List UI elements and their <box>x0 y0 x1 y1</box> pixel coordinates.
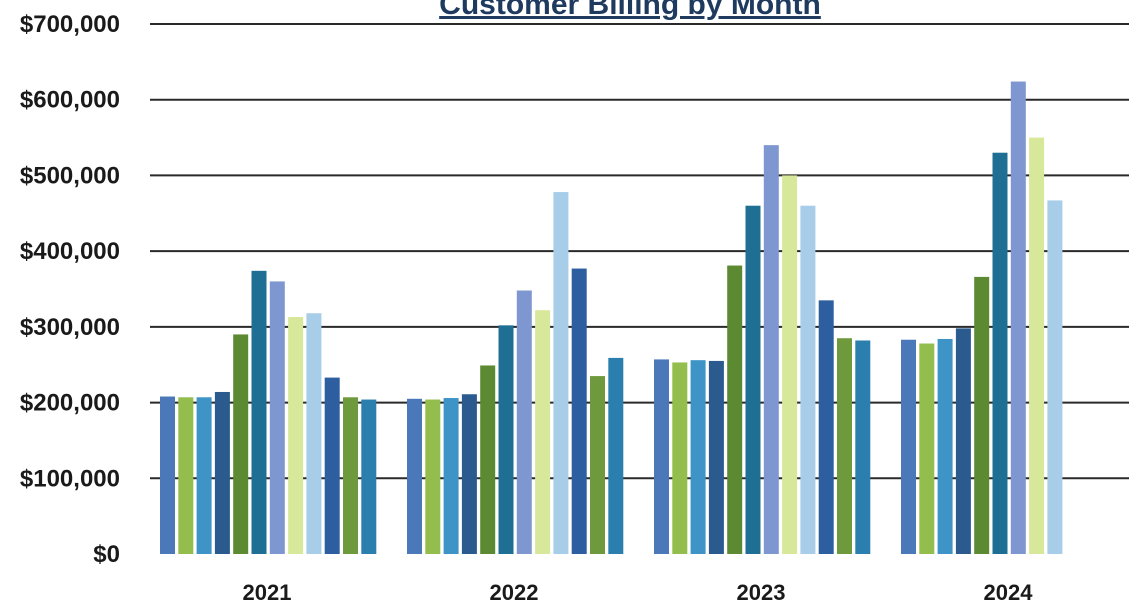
bar-2023-6 <box>745 205 761 554</box>
bar-2024-4 <box>955 328 971 554</box>
y-tick-label: $0 <box>93 541 120 568</box>
bar-2021-10 <box>324 377 340 554</box>
bar-2022-6 <box>498 325 514 554</box>
y-tick-label: $600,000 <box>20 87 120 114</box>
bar-2022-1 <box>407 398 422 554</box>
bar-2021-4 <box>214 391 230 554</box>
bar-2023-4 <box>708 360 724 554</box>
bar-2021-8 <box>288 317 304 554</box>
bar-2021-7 <box>269 281 285 554</box>
x-axis-ticks: 2021 2022 2023 2024 <box>243 580 1034 605</box>
bar-2021-2 <box>178 397 194 554</box>
bar-2021-11 <box>343 397 358 554</box>
bar-2022-8 <box>535 310 551 554</box>
y-tick-label: $200,000 <box>20 390 120 417</box>
bar-2023-10 <box>818 300 834 554</box>
bar-2024-9 <box>1047 200 1063 554</box>
bar-2022-7 <box>516 290 532 554</box>
bar-2023-11 <box>837 338 852 554</box>
bar-2023-1 <box>654 359 669 554</box>
bar-2021-1 <box>160 396 175 554</box>
bar-2021-12 <box>361 399 377 554</box>
y-tick-label: $500,000 <box>20 162 120 189</box>
chart-title: Customer Billing by Month <box>439 0 821 21</box>
y-axis-ticks: $0 $100,000 $200,000 $300,000 $400,000 $500,0… <box>20 11 120 568</box>
bars <box>160 81 1063 555</box>
bar-2021-6 <box>251 270 267 554</box>
y-tick-label: $100,000 <box>20 465 120 492</box>
bar-2024-2 <box>919 343 935 554</box>
bar-2024-8 <box>1029 137 1045 555</box>
bar-2024-5 <box>974 276 990 554</box>
bar-2023-3 <box>690 360 706 554</box>
bar-2021-5 <box>233 334 249 554</box>
x-tick-label: 2024 <box>984 580 1034 605</box>
bar-2023-9 <box>800 205 816 554</box>
bar-2023-2 <box>672 362 688 554</box>
bar-2024-3 <box>937 338 953 554</box>
x-tick-label: 2022 <box>490 580 539 605</box>
bar-2022-12 <box>608 357 624 554</box>
bar-2024-1 <box>901 339 916 554</box>
bar-2022-2 <box>425 399 441 554</box>
bar-2024-7 <box>1010 81 1026 555</box>
x-tick-label: 2023 <box>737 580 786 605</box>
bar-2023-7 <box>763 145 779 554</box>
bar-2022-10 <box>571 268 587 554</box>
bar-2022-9 <box>553 192 569 555</box>
bar-2022-3 <box>443 398 459 554</box>
bar-2023-12 <box>855 340 871 554</box>
bar-2022-5 <box>480 365 496 554</box>
bar-2021-9 <box>306 313 322 554</box>
bar-2021-3 <box>196 397 212 554</box>
x-tick-label: 2021 <box>243 580 292 605</box>
bar-2023-8 <box>782 175 798 554</box>
bar-2024-6 <box>992 152 1008 554</box>
bar-2023-5 <box>727 265 743 554</box>
y-tick-label: $300,000 <box>20 314 120 341</box>
y-tick-label: $700,000 <box>20 11 120 38</box>
y-tick-label: $400,000 <box>20 238 120 265</box>
bar-2022-11 <box>590 376 605 554</box>
bar-2022-4 <box>461 394 477 554</box>
